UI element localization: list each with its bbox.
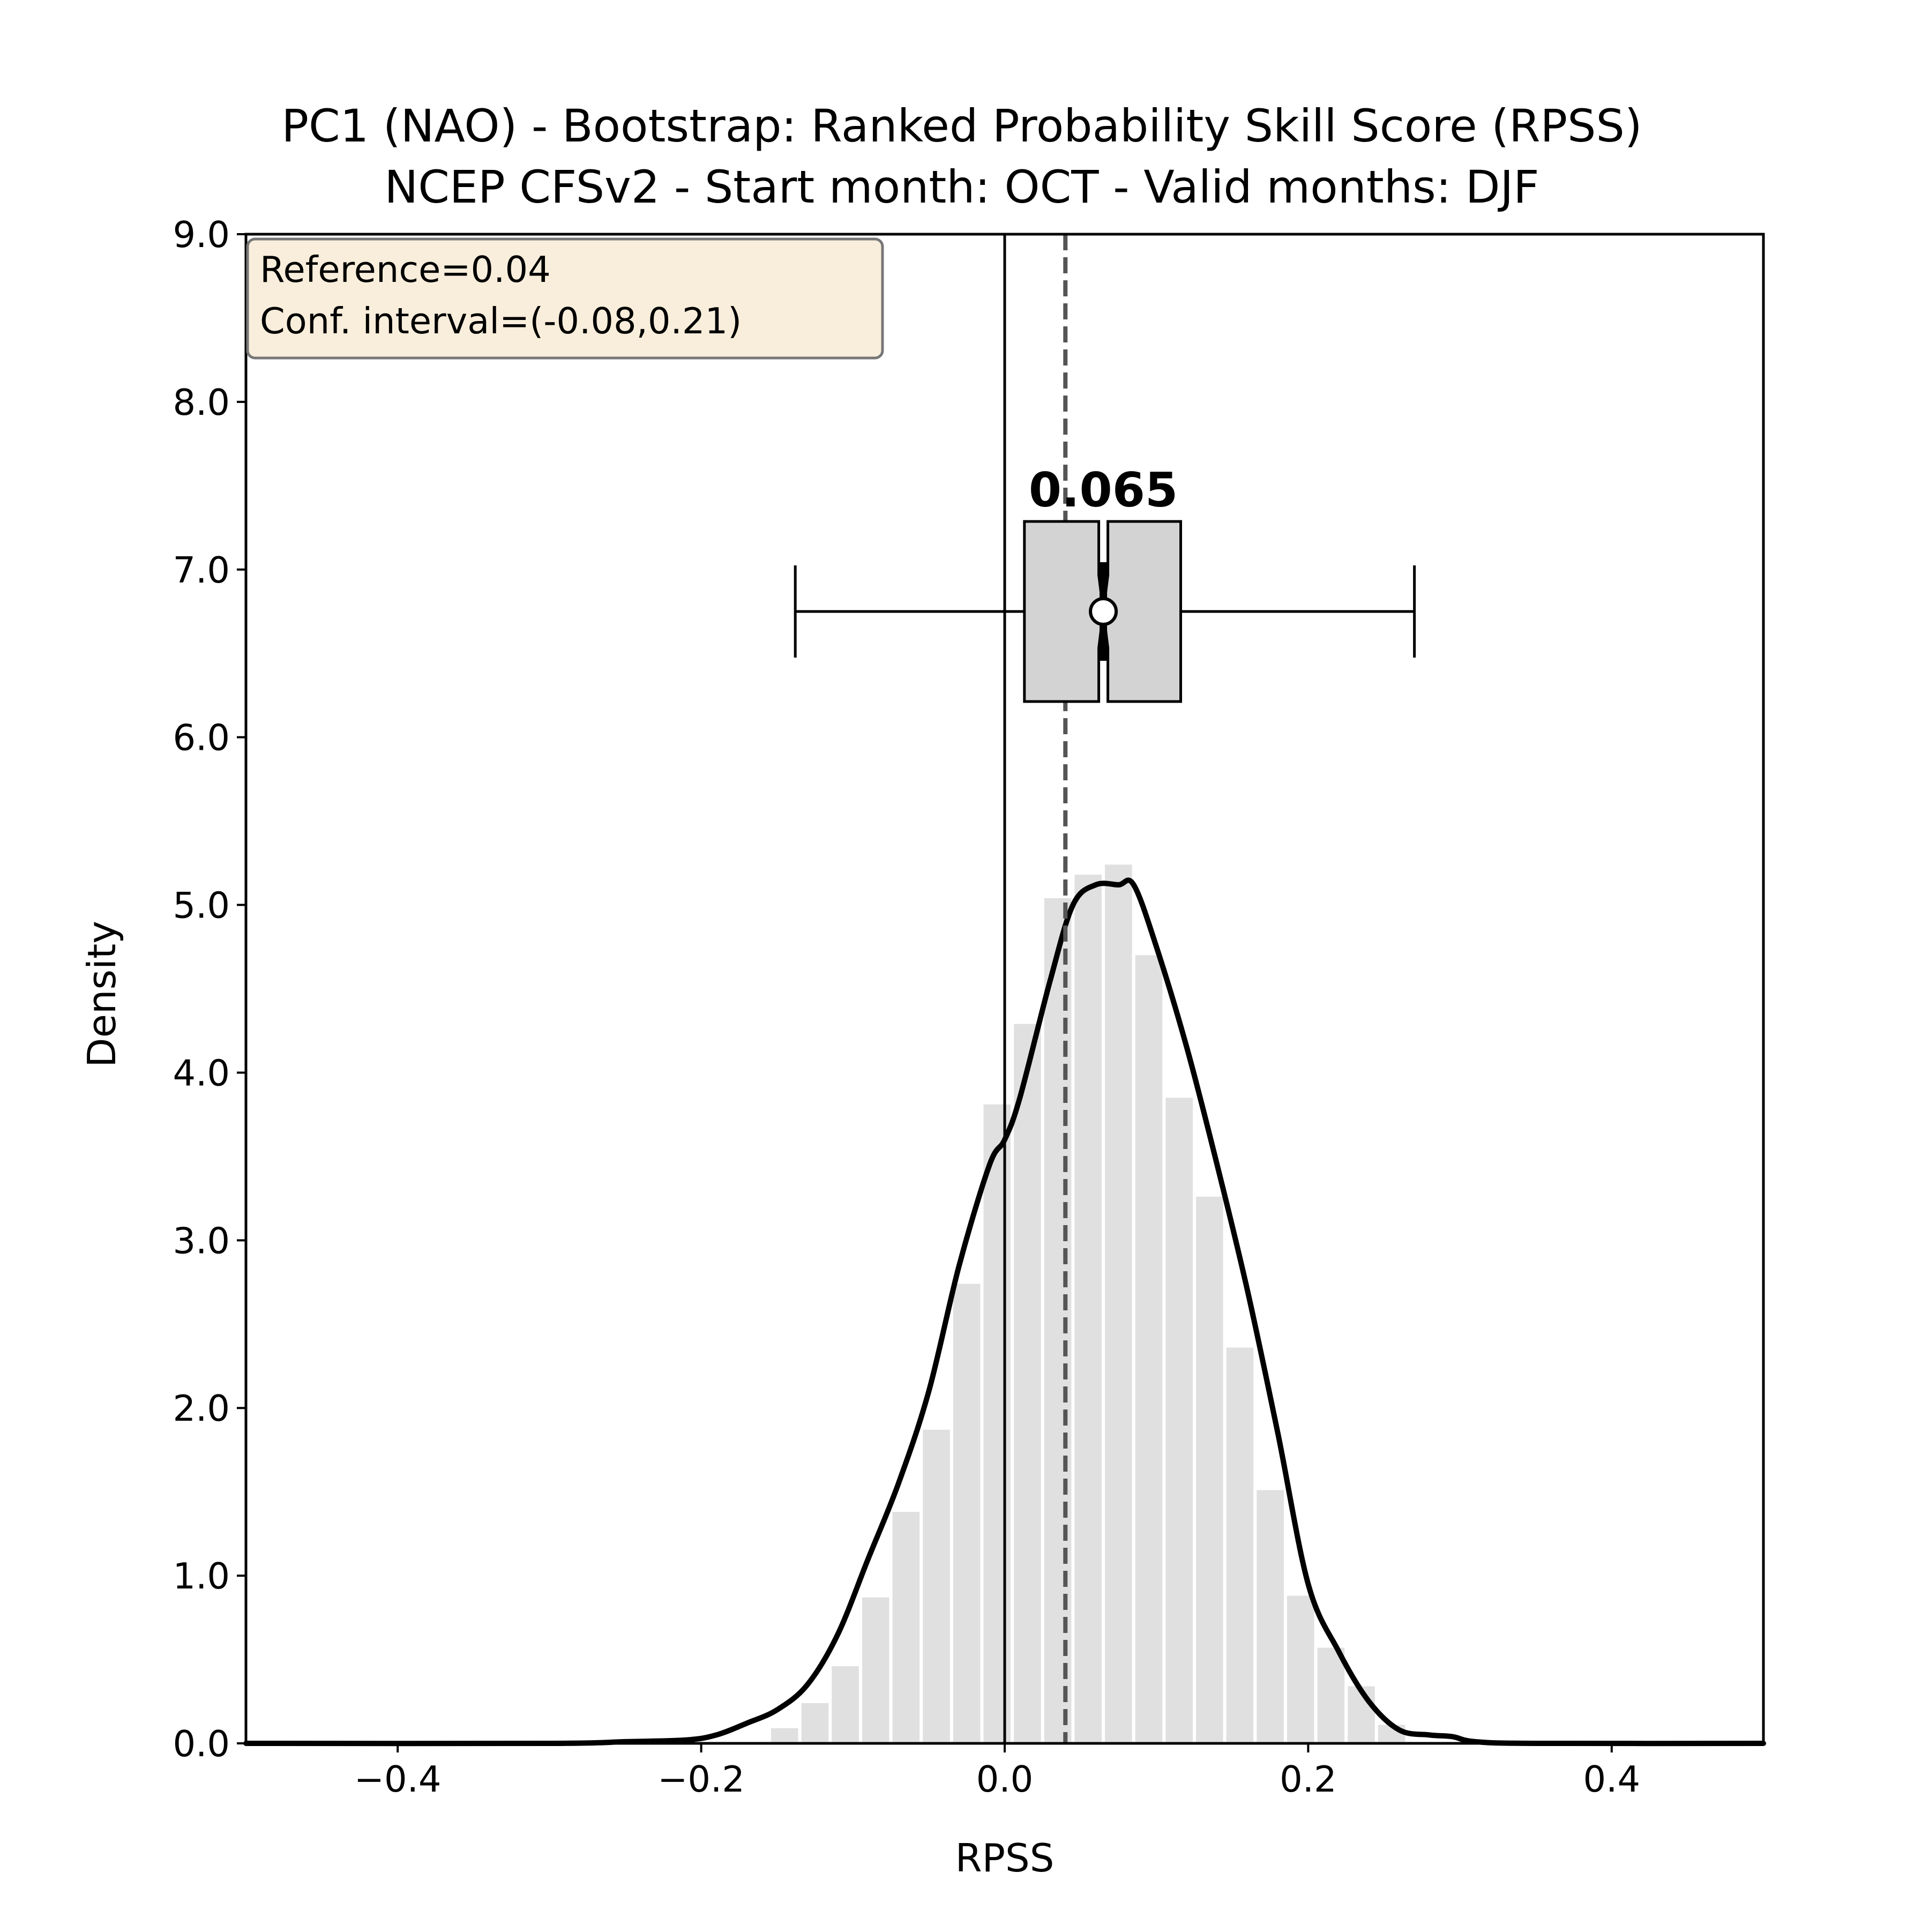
boxplot-mean-marker — [1089, 597, 1118, 626]
y-tick-label: 1.0 — [173, 1555, 230, 1597]
kde-curve — [243, 877, 1766, 1747]
y-axis-ticks: 0.0 1.0 2.0 3.0 4.0 5.0 6.0 7.0 8.0 9.0 — [173, 214, 246, 1765]
histogram-bar — [1071, 871, 1105, 1745]
x-tick-label: −0.4 — [354, 1758, 442, 1800]
histogram-bar — [1102, 861, 1135, 1745]
info-reference-text: Reference=0.04 — [260, 249, 551, 290]
histogram-bar — [919, 1426, 953, 1745]
histogram-bar — [980, 1101, 1014, 1745]
y-tick-label: 6.0 — [173, 717, 230, 759]
y-tick-label: 9.0 — [173, 214, 230, 256]
histogram-bar — [1314, 1644, 1348, 1745]
histogram-bar — [1283, 1592, 1318, 1745]
boxplot-median-label: 0.065 — [1029, 463, 1178, 518]
histogram-bar — [949, 1280, 984, 1745]
histogram-bar — [1253, 1487, 1287, 1745]
x-tick-label: 0.0 — [976, 1758, 1034, 1800]
y-tick-label: 0.0 — [173, 1723, 230, 1765]
y-axis-label: Density — [79, 921, 124, 1068]
histogram-bar — [1162, 1094, 1197, 1745]
x-tick-label: 0.2 — [1280, 1758, 1337, 1800]
y-tick-label: 7.0 — [173, 549, 230, 591]
x-tick-label: −0.2 — [657, 1758, 745, 1800]
boxplot: 0.065 — [794, 463, 1416, 703]
y-tick-label: 5.0 — [173, 885, 230, 927]
histogram-bar — [798, 1699, 832, 1745]
chart-title: PC1 (NAO) - Bootstrap: Ranked Probabilit… — [281, 100, 1642, 152]
histogram-bar — [1132, 952, 1166, 1745]
info-box: Reference=0.04 Conf. interval=(-0.08,0.2… — [246, 237, 884, 360]
histogram-bar — [768, 1725, 802, 1745]
chart-subtitle: NCEP CFSv2 - Start month: OCT - Valid mo… — [384, 161, 1539, 213]
boxplot-box-right-half — [1102, 520, 1183, 703]
histogram-bar — [858, 1594, 893, 1745]
kde-curve-group — [243, 877, 1766, 1747]
reference-lines — [1003, 234, 1068, 1743]
y-tick-label: 8.0 — [173, 382, 230, 423]
histogram-bar — [1223, 1344, 1257, 1745]
y-tick-label: 2.0 — [173, 1388, 230, 1429]
x-tick-label: 0.4 — [1583, 1758, 1641, 1800]
histogram-bar — [828, 1662, 862, 1745]
histogram-bar — [1041, 894, 1075, 1745]
x-axis-label: RPSS — [955, 1836, 1055, 1881]
info-box-frame — [246, 237, 884, 360]
y-tick-label: 4.0 — [173, 1052, 230, 1094]
y-tick-label: 3.0 — [173, 1220, 230, 1262]
x-axis-ticks: −0.4 −0.2 0.0 0.2 0.4 — [354, 1743, 1640, 1800]
histogram-bar — [889, 1509, 923, 1745]
info-conf-interval-text: Conf. interval=(-0.08,0.21) — [260, 300, 742, 342]
histogram-bar — [1011, 1020, 1044, 1745]
histogram-bars — [768, 861, 1409, 1745]
histogram-bar — [1193, 1193, 1227, 1745]
